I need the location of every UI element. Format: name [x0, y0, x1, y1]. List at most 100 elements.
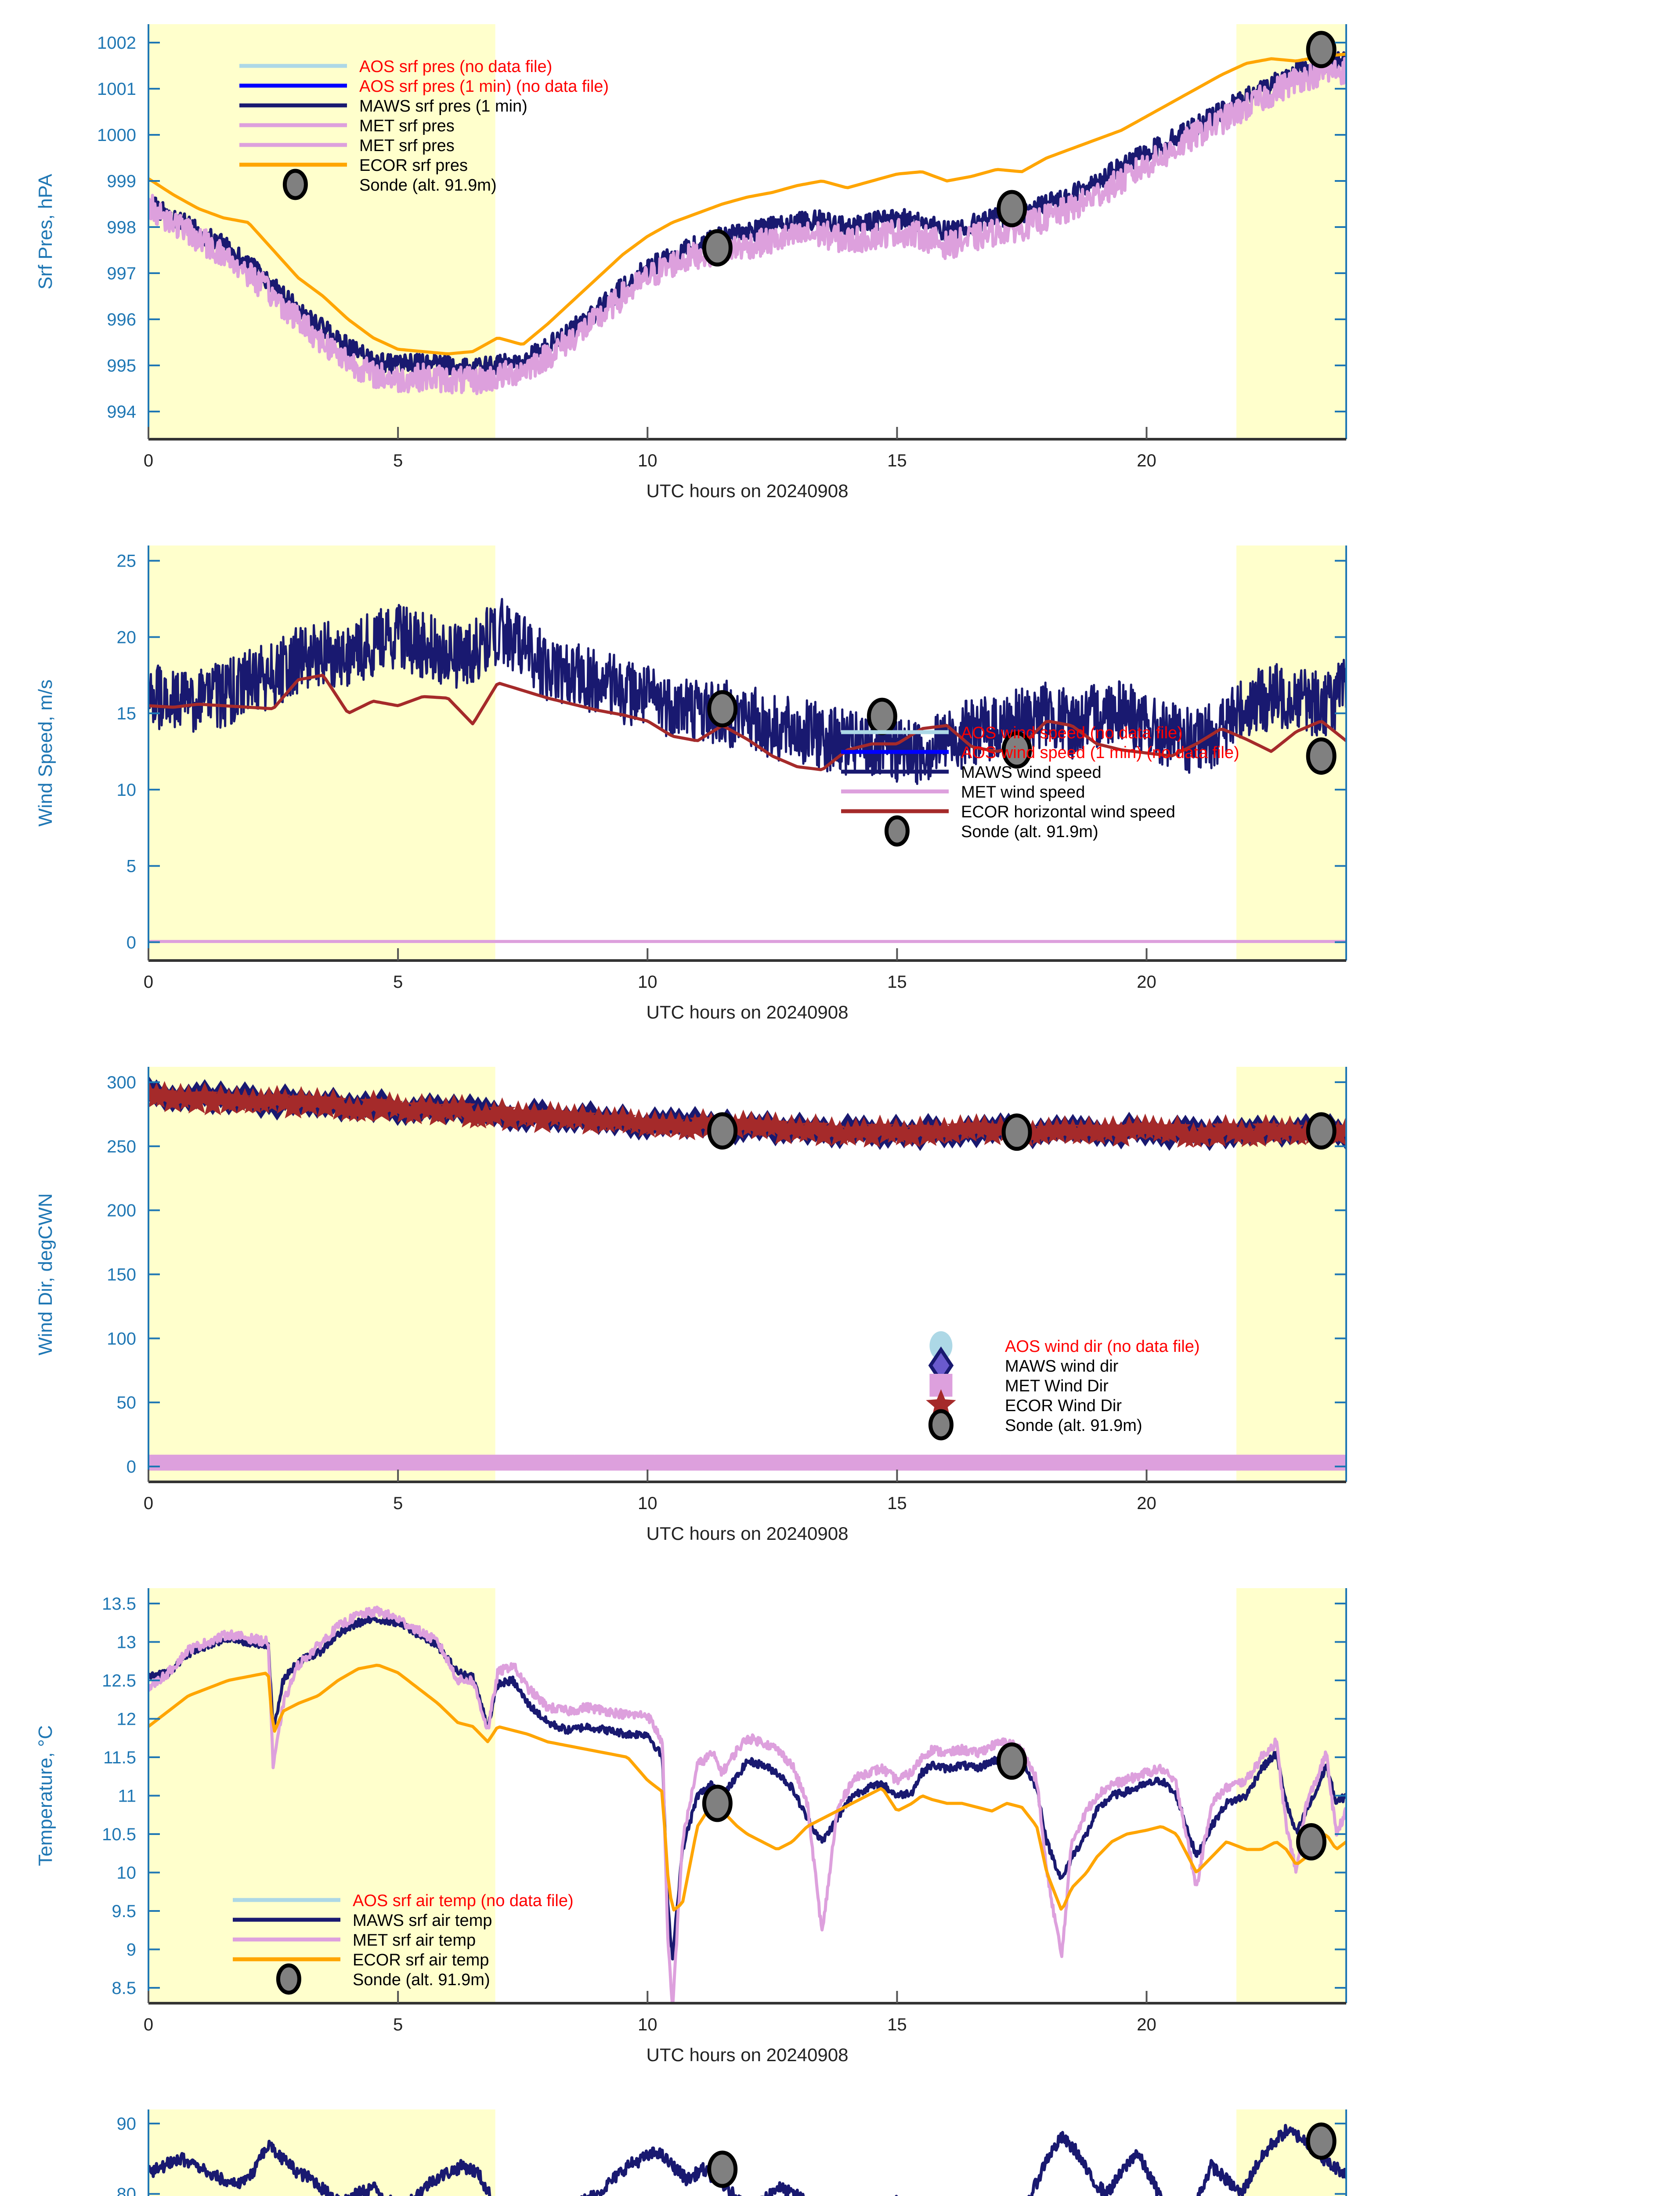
wind-dir-star [271, 1088, 299, 1114]
wind-dir-star [175, 1084, 202, 1110]
wind-dir-star [448, 1094, 476, 1120]
wind-dir-star [159, 1087, 186, 1112]
sonde-marker [1306, 31, 1337, 69]
wind-dir-star [1212, 1114, 1239, 1140]
x-tick-label: 20 [1137, 2015, 1156, 2034]
legend-label: MET srf air temp [353, 1931, 476, 1950]
x-tick-label: 0 [144, 2015, 153, 2034]
y-tick-label: 50 [117, 1393, 137, 1412]
wind-dir-star [1244, 1121, 1272, 1147]
y-tick-label: 300 [107, 1073, 136, 1092]
legend-swatch-sonde [884, 815, 910, 847]
y-tick-label: 100 [107, 1329, 136, 1348]
wind-dir-star [1084, 1119, 1111, 1145]
plot-area [148, 1605, 1346, 2004]
sonde-marker [702, 229, 733, 267]
axes: 994 995 996 997 998 999 1000 1001 1002 0 5 10 15 20 UT… [35, 24, 1347, 501]
legend-label: ECOR srf air temp [353, 1951, 489, 1969]
wind-dir-star [1164, 1115, 1191, 1140]
wind-dir-star [1276, 1115, 1304, 1141]
y-tick-label: 25 [117, 552, 137, 571]
legend-label: Sonde (alt. 91.9m) [353, 1971, 490, 1989]
sonde-marker [1001, 731, 1032, 769]
y-tick-label: 9.5 [112, 1902, 136, 1921]
panel-temperature: 8.5 9 9.5 10 10.5 11 11.5 12 12.5 13 13.5 0 5 10 15 20 U… [0, 1564, 1680, 2085]
wind-dir-star [207, 1084, 235, 1110]
x-axis-label: UTC hours on 20240908 [647, 1523, 849, 1544]
wind-dir-star [368, 1096, 395, 1122]
plot-area [148, 1075, 1346, 1471]
x-tick-label: 15 [887, 1494, 907, 1513]
y-tick-label: 999 [107, 172, 136, 191]
wind-dir-star [1204, 1121, 1231, 1147]
wind-dir-star [1099, 1115, 1127, 1141]
wind-dir-star [432, 1097, 459, 1123]
wind-dir-star [1196, 1118, 1223, 1144]
wind-dir-star [834, 1120, 861, 1146]
x-tick-label: 20 [1137, 972, 1156, 992]
wind-dir-star [1333, 1116, 1346, 1141]
legend-label: AOS wind speed (no data file) [961, 724, 1183, 742]
legend-label: MET wind speed [961, 783, 1085, 802]
sonde-marker [702, 1784, 733, 1822]
chart-wind-speed: 0 5 10 15 20 25 0 5 10 15 20 UTC hours on 20240908 W… [35, 545, 1347, 1022]
x-tick-label: 15 [887, 972, 907, 992]
wind-dir-star [1156, 1118, 1183, 1144]
night-shading-0 [148, 1588, 495, 2003]
legend: AOS srf air temp (no data file)MAWS srf … [233, 1892, 574, 1995]
y-tick-label: 200 [107, 1201, 136, 1221]
wind-dir-star [1252, 1114, 1279, 1140]
wind-dir-star [971, 1114, 998, 1140]
sonde-markers [707, 1112, 1337, 1151]
sonde-marker [707, 690, 738, 728]
y-tick-label: 0 [126, 1457, 136, 1477]
x-tick-label: 10 [638, 972, 658, 992]
wind-dir-star [810, 1120, 837, 1146]
x-tick-label: 5 [393, 972, 403, 992]
panel-relative-humidity: 40506070809005101520UTC hours on 2024090… [0, 2085, 1680, 2196]
wind-dir-star [1260, 1119, 1287, 1145]
series-2 [148, 1079, 1346, 1148]
wind-dir-star [955, 1116, 982, 1142]
y-tick-label: 5 [126, 857, 136, 876]
y-tick-label: 996 [107, 310, 136, 329]
y-axis-title: Srf Pres, hPA [35, 173, 56, 289]
x-tick-label: 10 [638, 1494, 658, 1513]
axes: 0 50 100 150 200 250 300 0 5 10 15 20 UTC hours on 2… [35, 1067, 1347, 1544]
panel-srf-pressure: 994 995 996 997 998 999 1000 1001 1002 0 5 10 15 20 UT… [0, 0, 1680, 521]
legend-swatch-star [926, 1389, 956, 1418]
wind-dir-star [320, 1088, 347, 1114]
x-tick-label: 20 [1137, 1494, 1156, 1513]
y-tick-label: 13.5 [102, 1594, 136, 1614]
legend: AOS wind speed (no data file) AOS wind sp… [841, 724, 1239, 847]
wind-dir-star [1075, 1115, 1102, 1141]
legend-label: ECOR Wind Dir [1005, 1397, 1122, 1415]
wind-dir-star [633, 1112, 661, 1138]
series-2 [148, 674, 1346, 771]
wind-dir-star [296, 1090, 323, 1116]
panel-wind-speed: 0 5 10 15 20 25 0 5 10 15 20 UTC hours on 20240908 W… [0, 521, 1680, 1043]
sonde-marker [1306, 2122, 1337, 2160]
y-tick-label: 13 [117, 1633, 137, 1652]
y-tick-label: 9 [126, 1940, 136, 1960]
series-1 [148, 1605, 1346, 2004]
wind-dir-star [569, 1103, 596, 1129]
wind-dir-star [280, 1093, 307, 1119]
y-axis-title: Wind Dir, degCWN [35, 1193, 56, 1355]
wind-dir-star [649, 1112, 676, 1138]
wind-dir-star [497, 1105, 524, 1131]
legend-label: AOS wind speed (1 min) (no data file) [961, 744, 1239, 762]
axes: 8.5 9 9.5 10 10.5 11 11.5 12 12.5 13 13.5 0 5 10 15 20 U… [35, 1588, 1347, 2065]
wind-dir-star [794, 1117, 821, 1143]
wind-dir-star [553, 1105, 580, 1131]
wind-dir-star [360, 1089, 387, 1115]
plot-area [148, 598, 1346, 943]
sonde-marker [1001, 1113, 1032, 1151]
y-tick-label: 10 [117, 1864, 137, 1883]
wind-dir-star [416, 1094, 443, 1120]
x-tick-label: 5 [393, 1494, 403, 1513]
sonde-marker [997, 1742, 1027, 1780]
wind-dir-star [151, 1081, 178, 1107]
wind-dir-star [762, 1111, 789, 1137]
night-shading-0 [148, 545, 495, 961]
